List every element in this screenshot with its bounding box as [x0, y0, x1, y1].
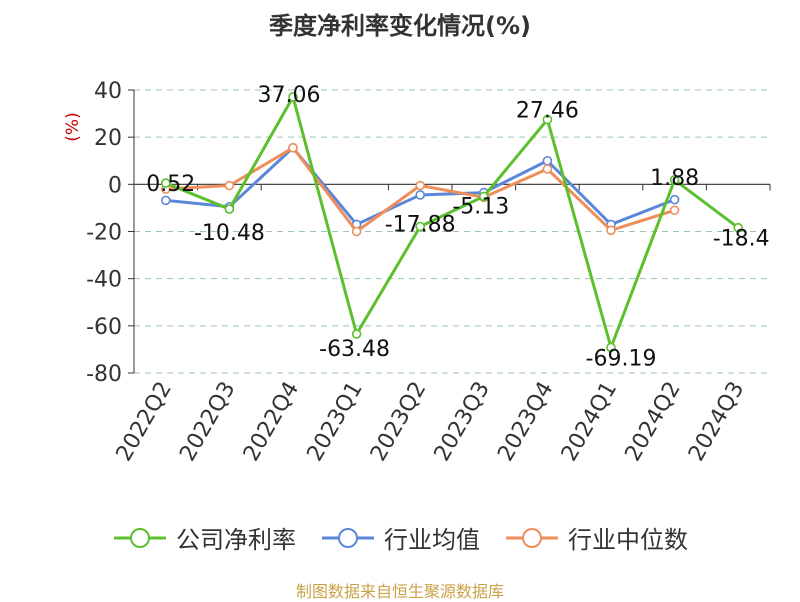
y-tick-label: -40 — [86, 268, 122, 293]
data-label: -17.88 — [385, 213, 456, 238]
legend-item[interactable]: 行业中位数 — [504, 520, 688, 555]
data-label: 27.46 — [516, 99, 579, 124]
legend-label: 行业均值 — [384, 526, 480, 554]
x-tick-label: 2022Q4 — [239, 378, 304, 466]
legend-swatch-icon — [322, 527, 374, 548]
data-point — [733, 222, 744, 233]
data-point — [288, 92, 298, 102]
y-tick-label: -80 — [86, 362, 122, 387]
x-tick-label: 2024Q2 — [620, 378, 685, 466]
x-tick-label: 2023Q3 — [430, 378, 495, 466]
x-tick-label: 2022Q2 — [112, 378, 177, 466]
y-tick-label: 40 — [94, 79, 122, 104]
source-note: 制图数据来自恒生聚源数据库 — [295, 582, 504, 601]
x-tick-label: 2022Q3 — [175, 378, 240, 466]
legend-label: 公司净利率 — [176, 526, 296, 554]
legend-item[interactable]: 行业均值 — [320, 520, 480, 555]
data-label: -18.4 — [713, 227, 770, 252]
y-tick-label: 0 — [108, 173, 122, 198]
label-layer: 0.52 -10.48 37.06 -63.48 -17.88-5.13 27.46 -69… — [146, 83, 769, 372]
data-point — [606, 342, 616, 353]
data-label: -63.48 — [319, 337, 390, 362]
series-layer — [161, 92, 744, 353]
data-point — [542, 114, 553, 125]
data-point — [351, 329, 362, 339]
data-point — [415, 221, 426, 232]
data-point — [669, 194, 680, 205]
data-point — [478, 191, 489, 202]
data-point — [542, 155, 553, 166]
legend-item[interactable]: 公司净利率 — [112, 520, 296, 555]
grid-layer — [134, 89, 770, 374]
x-tick-label: 2023Q4 — [493, 378, 558, 466]
y-tick-label: -20 — [86, 221, 122, 246]
legend-swatch-icon — [114, 527, 166, 548]
x-tick-label: 2024Q3 — [684, 378, 749, 466]
data-label: -10.48 — [194, 221, 265, 246]
chart-title: 季度净利率变化情况(%) — [269, 12, 531, 40]
data-label: 1.88 — [650, 166, 699, 191]
series-line — [165, 95, 740, 350]
data-label: 37.06 — [258, 83, 321, 108]
data-point — [224, 180, 235, 191]
data-label: 0.52 — [146, 172, 195, 197]
legend-label: 行业中位数 — [568, 526, 688, 554]
x-tick-label: 2023Q1 — [302, 378, 367, 466]
x-tick-label: 2023Q2 — [366, 378, 431, 466]
data-point — [669, 175, 680, 185]
data-point — [224, 204, 235, 214]
data-point — [161, 178, 171, 188]
y-tick-label: -60 — [86, 315, 122, 340]
y-axis-label: (%) — [63, 112, 83, 141]
data-point — [669, 205, 680, 216]
data-point — [415, 190, 426, 200]
data-point — [606, 225, 616, 236]
data-point — [288, 142, 298, 153]
data-point — [415, 180, 426, 191]
data-label: -69.19 — [586, 347, 657, 372]
legend: 公司净利率 行业均值 行业中位数 — [0, 520, 800, 555]
data-point — [161, 195, 171, 206]
data-point — [542, 164, 553, 174]
x-tick-label: 2024Q1 — [557, 378, 622, 466]
data-point — [351, 226, 362, 237]
y-tick-label: 20 — [94, 126, 122, 151]
legend-swatch-icon — [506, 527, 558, 548]
data-label: -5.13 — [452, 194, 509, 219]
